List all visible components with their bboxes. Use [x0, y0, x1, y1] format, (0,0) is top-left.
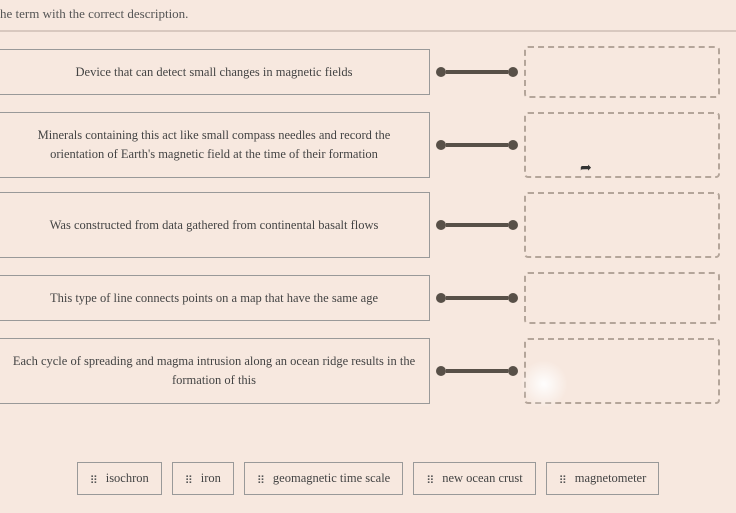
- drop-target[interactable]: [524, 272, 720, 324]
- drop-target[interactable]: [524, 338, 720, 404]
- connector: [436, 220, 518, 230]
- grip-icon: [426, 474, 436, 484]
- drop-target[interactable]: [524, 46, 720, 98]
- term-tile[interactable]: isochron: [77, 462, 162, 495]
- connector-dot-left: [436, 293, 446, 303]
- connector-bar: [446, 70, 508, 74]
- connector-dot-right: [508, 220, 518, 230]
- description-box: Was constructed from data gathered from …: [0, 192, 430, 258]
- description-box: Each cycle of spreading and magma intrus…: [0, 338, 430, 404]
- description-box: Device that can detect small changes in …: [0, 49, 430, 95]
- match-row: Minerals containing this act like small …: [0, 112, 736, 178]
- match-row: This type of line connects points on a m…: [0, 272, 736, 324]
- drop-target[interactable]: [524, 192, 720, 258]
- term-label: magnetometer: [575, 471, 647, 486]
- description-box: This type of line connects points on a m…: [0, 275, 430, 321]
- connector-bar: [446, 296, 508, 300]
- word-bank: isochron iron geomagnetic time scale new oc…: [0, 462, 736, 495]
- term-label: new ocean crust: [442, 471, 523, 486]
- connector-dot-right: [508, 366, 518, 376]
- grip-icon: [559, 474, 569, 484]
- drop-target[interactable]: [524, 112, 720, 178]
- connector: [436, 366, 518, 376]
- description-box: Minerals containing this act like small …: [0, 112, 430, 178]
- term-tile[interactable]: iron: [172, 462, 234, 495]
- connector-dot-left: [436, 220, 446, 230]
- term-label: isochron: [106, 471, 149, 486]
- matching-area: Device that can detect small changes in …: [0, 32, 736, 404]
- grip-icon: [185, 474, 195, 484]
- connector-dot-left: [436, 140, 446, 150]
- match-row: Each cycle of spreading and magma intrus…: [0, 338, 736, 404]
- match-row: Device that can detect small changes in …: [0, 46, 736, 98]
- term-tile[interactable]: new ocean crust: [413, 462, 536, 495]
- term-label: geomagnetic time scale: [273, 471, 390, 486]
- grip-icon: [257, 474, 267, 484]
- instruction-text: he term with the correct description.: [0, 0, 736, 22]
- connector: [436, 67, 518, 77]
- connector-bar: [446, 223, 508, 227]
- connector-bar: [446, 143, 508, 147]
- connector-dot-right: [508, 293, 518, 303]
- connector-dot-left: [436, 366, 446, 376]
- term-tile[interactable]: magnetometer: [546, 462, 660, 495]
- connector: [436, 293, 518, 303]
- grip-icon: [90, 474, 100, 484]
- term-tile[interactable]: geomagnetic time scale: [244, 462, 403, 495]
- connector-bar: [446, 369, 508, 373]
- connector-dot-right: [508, 67, 518, 77]
- connector: [436, 140, 518, 150]
- match-row: Was constructed from data gathered from …: [0, 192, 736, 258]
- connector-dot-left: [436, 67, 446, 77]
- connector-dot-right: [508, 140, 518, 150]
- term-label: iron: [201, 471, 221, 486]
